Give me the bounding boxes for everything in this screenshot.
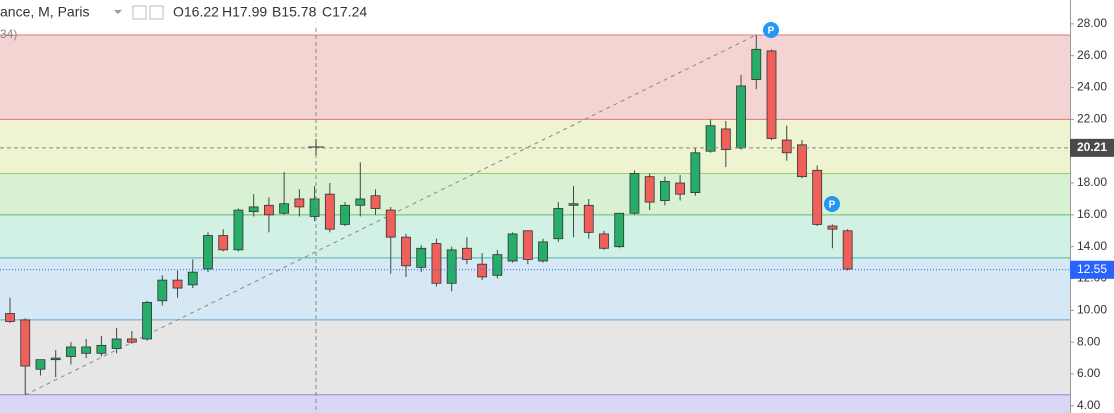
y-tick-label: 26.00 — [1077, 48, 1107, 62]
candle-body — [370, 195, 381, 209]
candle-body — [842, 230, 853, 270]
candle-body — [720, 128, 731, 151]
ohlc: B15.78 — [272, 4, 317, 20]
candle-body — [599, 233, 609, 249]
candle-body — [461, 247, 472, 260]
candle-body — [340, 204, 350, 225]
candle-body — [659, 181, 670, 201]
candle-body — [172, 279, 183, 289]
crosshair-label: 20.21 — [1077, 140, 1107, 154]
candle-body — [553, 208, 564, 240]
y-tick-label: 28.00 — [1077, 16, 1107, 30]
fib-band — [0, 319, 1070, 395]
candle-body — [218, 235, 229, 251]
candle-body — [766, 50, 777, 139]
indicator-note: 34) — [0, 27, 17, 41]
y-tick-label: 24.00 — [1077, 80, 1107, 94]
overlay: 12.55 20.21 — [0, 138, 1114, 279]
last-price-label: 12.55 — [1077, 262, 1107, 276]
y-tick-label: 8.00 — [1077, 334, 1101, 348]
candle-body — [446, 249, 457, 284]
y-tick-label: 4.00 — [1077, 398, 1101, 412]
fib-band — [0, 173, 1070, 215]
candle-body — [614, 212, 625, 248]
candle-body — [203, 235, 213, 270]
y-tick-label: 6.00 — [1077, 366, 1101, 380]
marker[interactable]: P — [763, 22, 779, 38]
y-tick-label: 16.00 — [1077, 207, 1107, 221]
candle-body — [187, 271, 198, 286]
candle-body — [20, 319, 31, 367]
candle-body — [66, 346, 76, 357]
candle-body — [264, 204, 274, 216]
marker[interactable]: P — [824, 196, 840, 212]
candle-body — [50, 357, 61, 361]
candle-body — [827, 225, 838, 230]
icon[interactable] — [132, 5, 147, 20]
marker-label: P — [829, 200, 836, 211]
candle-body — [492, 254, 503, 276]
candle-body — [675, 182, 686, 195]
marker-label: P — [768, 26, 775, 37]
candle-body — [797, 144, 807, 178]
candle-body — [416, 247, 427, 268]
y-tick-label: 10.00 — [1077, 303, 1107, 317]
candle-body — [248, 206, 259, 213]
fib-band — [0, 119, 1070, 174]
y-tick-label: 14.00 — [1077, 239, 1107, 253]
ohlc: O16.22 — [173, 4, 219, 20]
dropdown-caret[interactable] — [114, 10, 122, 14]
crosshair-box — [1070, 138, 1114, 157]
candle-body — [81, 346, 92, 354]
candle-body — [644, 176, 655, 203]
candle-body — [5, 313, 15, 322]
candle-body — [35, 359, 46, 370]
icon[interactable] — [149, 5, 164, 20]
candle-body — [583, 204, 594, 233]
candle-body — [629, 173, 640, 214]
candles — [5, 35, 853, 395]
candle-body — [279, 203, 290, 214]
fib-band — [0, 214, 1070, 258]
candle-body — [355, 198, 366, 206]
candle-body — [477, 263, 488, 278]
fib-band — [0, 35, 1070, 120]
candle-body — [309, 198, 320, 217]
ohlc: C17.24 — [322, 4, 367, 20]
candle-body — [781, 139, 792, 154]
candle-body — [538, 241, 548, 262]
candle-body — [126, 338, 137, 343]
candle-body — [431, 243, 442, 284]
y-tick-label: 18.00 — [1077, 175, 1107, 189]
candle-body — [568, 203, 579, 206]
header: ance, M, Paris O16.22 H17.99 B15.78 C17.… — [0, 0, 400, 26]
last-price-box — [1070, 260, 1114, 279]
symbol: ance, M, Paris — [0, 4, 89, 20]
candle-body — [96, 344, 107, 354]
candle-body — [522, 230, 533, 260]
candle-body — [705, 125, 716, 152]
candle-body — [324, 193, 335, 230]
price-axis — [1070, 0, 1114, 413]
candle-body — [294, 198, 305, 208]
candle-body — [233, 209, 244, 251]
candle-body — [736, 85, 746, 149]
crosshair-cursor — [308, 139, 324, 155]
candle-body — [507, 233, 518, 262]
candle-body — [111, 338, 122, 349]
y-tick-label: 22.00 — [1077, 112, 1107, 126]
fib-band — [0, 257, 1070, 320]
candle-body — [751, 48, 762, 80]
candle-body — [142, 301, 152, 340]
ohlc: H17.99 — [222, 4, 267, 20]
fib-band — [0, 394, 1070, 413]
candle-body — [812, 169, 823, 225]
fib-bands — [0, 34, 1070, 413]
candle-body — [690, 152, 701, 193]
candle-body — [385, 209, 396, 238]
candle-body — [157, 279, 168, 302]
candle-body — [401, 236, 411, 267]
